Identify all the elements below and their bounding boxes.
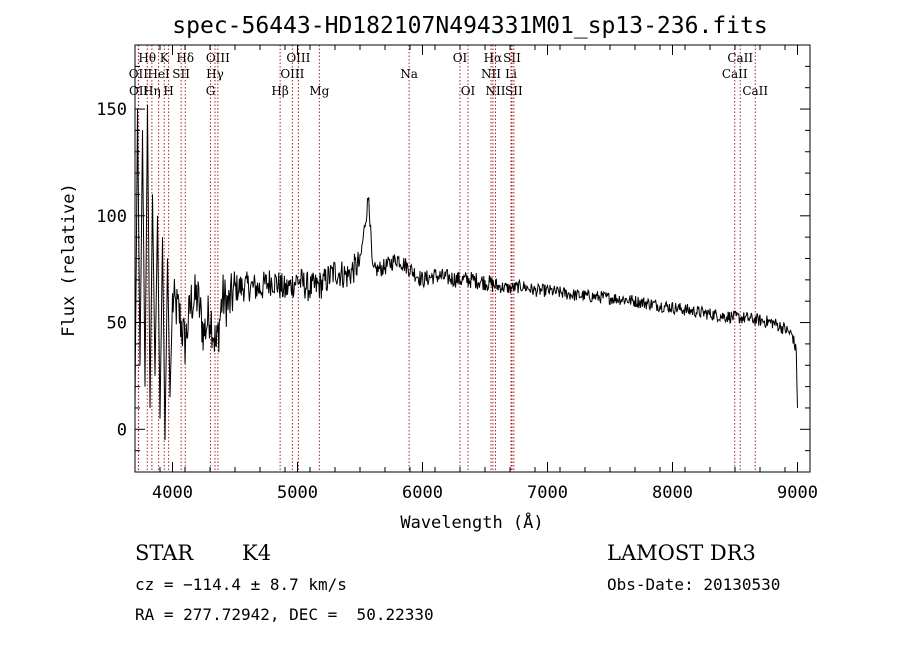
plot-frame [134, 44, 811, 473]
line-marker-label-25: CaII [727, 51, 753, 65]
x-tick-label-4000: 4000 [152, 483, 193, 503]
survey-name: LAMOST DR3 [607, 541, 756, 565]
line-marker-label-14: Hβ [271, 84, 288, 98]
object-class: STAR [135, 541, 194, 565]
line-marker-label-5: Hη [143, 84, 161, 98]
line-marker-label-8: H [163, 84, 173, 98]
x-tick-label-9000: 9000 [777, 483, 818, 503]
y-tick-label-150: 150 [96, 100, 127, 120]
x-tick-label-5000: 5000 [277, 483, 318, 503]
spectrum-series [134, 104, 798, 441]
line-marker-label-12: OIII [286, 51, 310, 65]
object-subclass: K4 [242, 541, 271, 565]
x-axis-label: Wavelength (Å) [400, 511, 543, 533]
line-marker-label-6: Hδ [176, 51, 194, 65]
line-marker-label-18: OI [461, 84, 476, 98]
line-marker-label-17: OI [453, 51, 468, 65]
y-tick-label-50: 50 [107, 314, 127, 334]
observation-date: Obs-Date: 20130530 [607, 575, 780, 594]
line-marker-label-23: Li [505, 67, 517, 81]
line-marker-label-15: Mg [309, 84, 329, 98]
x-tick-label-6000: 6000 [402, 483, 443, 503]
x-tick-label-7000: 7000 [527, 483, 568, 503]
line-marker-label-22: SII [503, 51, 521, 65]
line-marker-label-19: Hα [484, 51, 503, 65]
redshift-info: cz = −114.4 ± 8.7 km/s [135, 575, 347, 594]
line-marker-label-24: SII [505, 84, 523, 98]
line-marker-label-2: OII [129, 84, 149, 98]
y-tick-label-0: 0 [117, 420, 127, 440]
y-axis-label: Flux (relative) [59, 183, 79, 337]
line-marker-label-26: CaII [722, 67, 748, 81]
x-tick-label-8000: 8000 [652, 483, 693, 503]
line-marker-label-20: NII [481, 67, 501, 81]
line-marker-label-11: G [206, 84, 216, 98]
line-marker-label-27: CaII [742, 84, 768, 98]
y-tick-label-100: 100 [96, 207, 127, 227]
line-marker-label-3: K [160, 51, 170, 65]
line-marker-label-4: HeI [147, 67, 170, 81]
line-marker-label-21: NII [486, 84, 506, 98]
spectrum-line [134, 104, 798, 441]
line-marker-label-10: Hγ [206, 67, 224, 81]
chart-title: spec-56443-HD182107N494331M01_sp13-236.f… [172, 13, 767, 39]
line-marker-label-9: OIII [206, 51, 230, 65]
line-marker-label-0: Hθ [138, 51, 156, 65]
line-marker-label-16: Na [400, 67, 418, 81]
line-marker-label-7: SII [172, 67, 190, 81]
line-marker-label-13: OIII [280, 67, 304, 81]
coordinates-info: RA = 277.72942, DEC = 50.22330 [135, 605, 434, 624]
axis-ticks: 4000 5000 6000 7000 8000 9000 0 50 100 150 [96, 45, 818, 503]
